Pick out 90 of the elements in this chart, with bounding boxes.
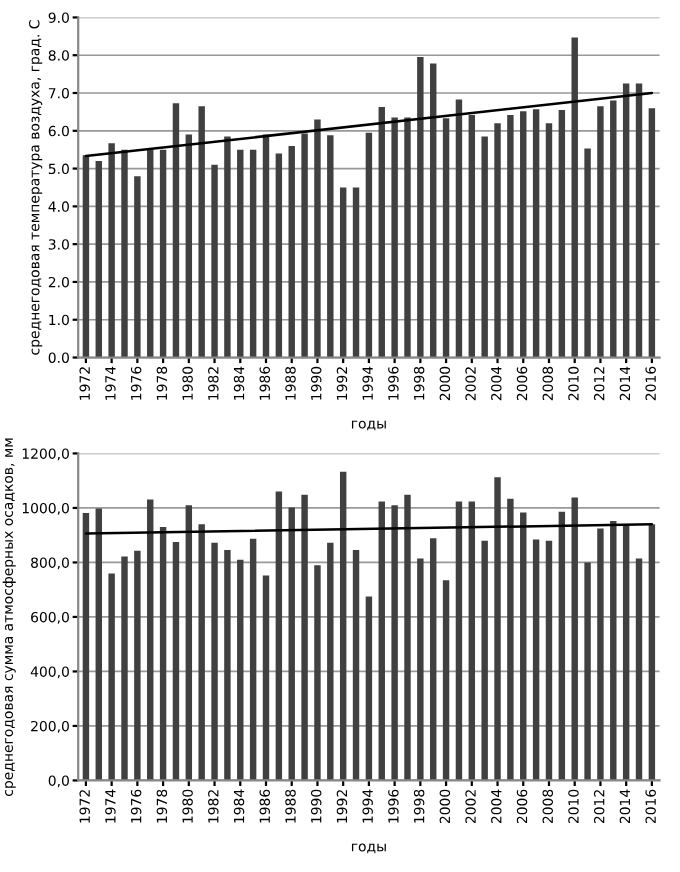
bar — [288, 507, 295, 781]
bar — [507, 498, 514, 781]
bar — [121, 149, 128, 358]
bar — [172, 103, 180, 358]
bar — [262, 575, 270, 781]
bar — [288, 145, 295, 358]
bar — [558, 511, 566, 781]
bar — [95, 161, 102, 358]
bar — [494, 123, 501, 358]
bar — [455, 501, 463, 781]
bar — [211, 542, 218, 781]
bar — [404, 117, 411, 358]
bar — [249, 149, 257, 358]
bar — [314, 119, 321, 358]
bar — [520, 111, 527, 358]
bar — [622, 524, 630, 781]
bar — [95, 508, 102, 781]
bar — [455, 99, 463, 358]
bar — [648, 524, 656, 781]
bar — [224, 136, 231, 358]
bar — [352, 187, 360, 358]
bar — [481, 540, 488, 781]
bar — [545, 123, 553, 358]
bar — [520, 512, 527, 781]
bar — [159, 149, 167, 358]
bar — [597, 106, 604, 358]
bar — [378, 501, 385, 781]
bar — [108, 573, 115, 781]
bar — [327, 135, 334, 358]
bar — [635, 83, 643, 358]
bar — [571, 37, 578, 358]
bar — [147, 149, 154, 358]
bar — [134, 550, 141, 781]
bar — [224, 549, 231, 781]
bar — [314, 565, 321, 781]
bar — [198, 524, 205, 781]
bar — [442, 580, 450, 781]
bar — [172, 542, 180, 781]
bar — [159, 527, 167, 781]
bar — [507, 114, 514, 358]
bar — [134, 176, 141, 358]
bar — [301, 133, 308, 358]
bar — [237, 149, 244, 358]
bar — [417, 558, 424, 781]
bar — [622, 83, 630, 358]
bar — [365, 596, 373, 781]
bar — [494, 477, 501, 781]
bar — [262, 134, 270, 358]
bar — [82, 513, 90, 781]
bar — [532, 539, 540, 781]
bar — [391, 505, 398, 781]
bar — [391, 117, 398, 358]
bar — [339, 471, 347, 781]
bar — [378, 106, 385, 358]
bar — [597, 528, 604, 781]
bar — [404, 494, 411, 781]
bar — [275, 491, 283, 781]
bar — [468, 114, 476, 358]
bar — [339, 187, 347, 358]
bar — [108, 143, 115, 358]
bar — [648, 108, 656, 358]
bar — [198, 106, 205, 358]
bar — [147, 499, 154, 781]
bar — [327, 542, 334, 781]
bar — [185, 134, 193, 358]
bar — [121, 556, 128, 781]
bar — [635, 558, 643, 781]
bar — [545, 540, 553, 781]
bar — [558, 110, 566, 358]
bar — [352, 549, 360, 781]
bar — [417, 57, 424, 358]
bar — [365, 132, 373, 358]
bar — [275, 153, 283, 358]
bar — [430, 538, 437, 781]
bar — [237, 559, 244, 781]
bar — [249, 538, 257, 781]
bar — [430, 63, 437, 358]
bar — [82, 155, 90, 358]
bar — [301, 494, 308, 781]
bar — [610, 100, 617, 358]
bar — [481, 136, 488, 358]
bar — [584, 148, 591, 358]
bar — [211, 164, 218, 358]
bar — [185, 505, 193, 781]
bar — [442, 118, 450, 358]
bar — [610, 521, 617, 781]
bar — [532, 109, 540, 358]
bar — [571, 497, 578, 781]
bar — [584, 562, 591, 781]
bar — [468, 501, 476, 781]
